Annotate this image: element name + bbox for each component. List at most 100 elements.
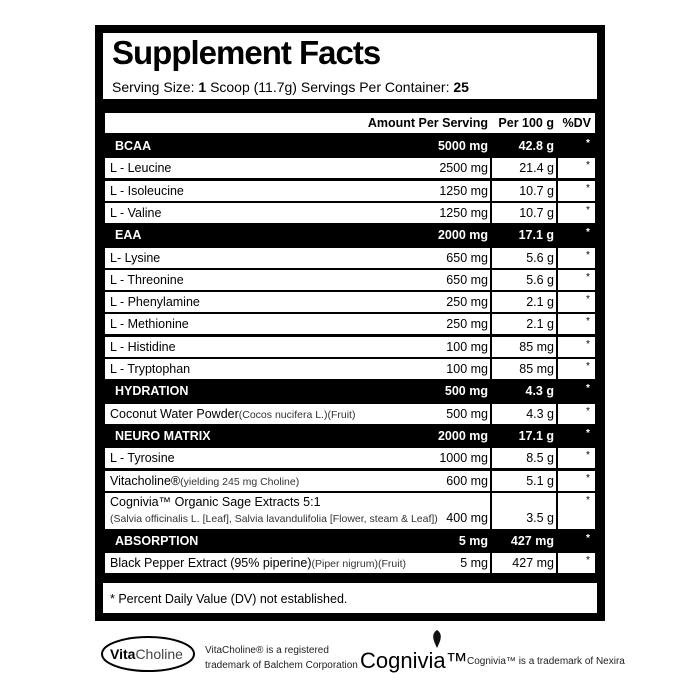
amount: 100 mg [446, 362, 488, 376]
per-100g: 85 mg [519, 339, 554, 354]
ingredient-name: L - Leucine [110, 161, 172, 176]
ingredient-name: EAA [115, 228, 142, 243]
per100-cell [492, 269, 556, 290]
per100-cell [492, 247, 556, 268]
ingredient-note: (Salvia officinalis L. [Leaf], Salvia la… [110, 512, 438, 525]
daily-value: * [586, 427, 590, 439]
row-name: BCAA [115, 139, 151, 153]
daily-value: * [586, 405, 590, 417]
name-cell [105, 553, 490, 574]
name-cell [105, 292, 490, 313]
per-100g: 2.1 g [526, 295, 554, 310]
name-cell [105, 247, 490, 268]
dv-cell [558, 247, 595, 268]
per-100g: 4.3 g [526, 406, 554, 421]
ingredient-name: L - Tyrosine [110, 451, 175, 466]
ingredient-note: (yielding 245 mg Choline) [180, 475, 300, 488]
dv-cell [558, 403, 595, 424]
per100-cell [492, 314, 556, 335]
row-name: L - Valine [110, 206, 161, 220]
column-header: %DV [562, 116, 591, 130]
daily-value: * [586, 294, 590, 306]
serving-size-qty: 1 [198, 79, 207, 95]
daily-value: * [586, 361, 590, 372]
name-cell [105, 314, 490, 335]
amount: 5000 mg [437, 139, 488, 153]
ingredient-name: L - Histidine [110, 339, 176, 354]
ingredient-name: L - Valine [110, 205, 162, 220]
ingredient-name: Black Pepper Extract (95% piperine) [110, 556, 312, 571]
amount: 600 mg [446, 473, 488, 488]
daily-value: * [586, 472, 590, 484]
footnote-area [103, 583, 597, 613]
row-name: EAA [115, 228, 141, 242]
servings-label: Servings Per Container: [300, 79, 450, 95]
per-100g: 10.7 g [519, 205, 554, 220]
servings: 25 [453, 79, 469, 95]
daily-value: * [586, 533, 590, 545]
amount: 5 mg [458, 534, 488, 549]
name-cell [105, 336, 490, 357]
per100-cell [492, 492, 556, 529]
daily-value: * [586, 383, 590, 395]
amount: 2000 mg [437, 428, 488, 443]
dv-cell [558, 492, 595, 529]
vitacholine-note: VitaCholine® is a registered trademark of… [205, 643, 358, 673]
name-cell [105, 202, 490, 223]
row-name: L - Leucine [110, 161, 171, 175]
dv-cell [558, 359, 595, 379]
daily-value: * [586, 316, 590, 328]
row-name: L - Phenylamine [110, 295, 200, 309]
dv-cell [558, 180, 595, 201]
note-line: trademark of Balchem Corporation [205, 660, 358, 671]
dv-cell [558, 269, 595, 290]
amount: 250 mg [446, 295, 488, 310]
note-line: VitaCholine® is a registered [205, 645, 329, 656]
dv-cell [558, 553, 595, 574]
amount: 1250 mg [439, 183, 488, 198]
amount: 100 mg [446, 339, 488, 354]
amount: 5 mg [460, 556, 488, 571]
per-100g: 5.6 g [526, 250, 554, 265]
row-name: Black Pepper Extract (95% piperine)(Pipe… [110, 556, 406, 571]
row-name: L- Lysine [110, 251, 160, 265]
daily-value: * [586, 227, 590, 239]
header-cell [105, 113, 595, 133]
per100-cell [492, 292, 556, 313]
ingredient-name: BCAA [115, 139, 152, 153]
per-100g: 42.8 g [518, 139, 554, 153]
amount: 650 mg [446, 272, 488, 287]
dv-cell [558, 470, 595, 491]
footnote: * Percent Daily Value (DV) not establish… [110, 592, 348, 606]
name-cell [105, 180, 490, 201]
daily-value: * [586, 249, 590, 261]
amount: 500 mg [446, 406, 488, 421]
ingredient-name: HYDRATION [115, 384, 189, 399]
per100-cell [492, 180, 556, 201]
amount: 250 mg [446, 317, 488, 332]
per100-cell [492, 470, 556, 491]
daily-value: * [586, 450, 590, 462]
row-name: L - Isoleucine [110, 184, 184, 198]
per100-cell [492, 553, 556, 574]
daily-value: * [586, 271, 590, 283]
per100-cell [492, 359, 556, 379]
label-header-area [103, 33, 597, 99]
logo-ellipse [101, 636, 195, 672]
per-100g: 427 mg [512, 556, 554, 571]
amount: 2500 mg [439, 161, 488, 176]
per100-cell [492, 403, 556, 424]
ingredient-name: L- Lysine [110, 250, 161, 265]
row-name: L - Tyrosine [110, 451, 175, 465]
amount: 500 mg [444, 384, 488, 399]
row-name: ABSORPTION [115, 534, 198, 548]
ingredient-name: L - Methionine [110, 317, 189, 332]
name-cell [105, 158, 490, 179]
per100-cell [492, 448, 556, 469]
row-name: NEURO MATRIX [115, 429, 211, 443]
row-name: HYDRATION [115, 384, 188, 398]
name-cell [105, 448, 490, 469]
row-name: L - Tryptophan [110, 362, 190, 376]
daily-value: * [586, 138, 590, 149]
